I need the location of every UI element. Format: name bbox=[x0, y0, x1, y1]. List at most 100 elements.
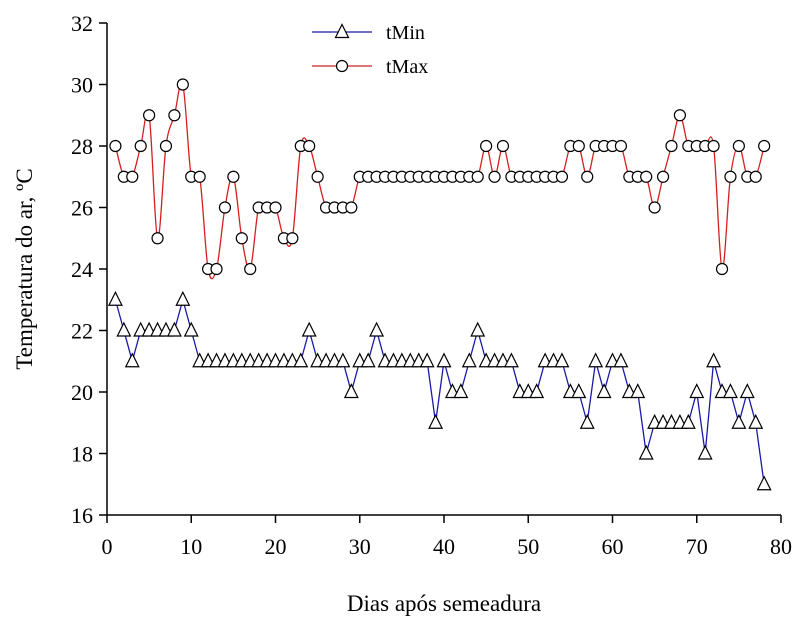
x-tick-label: 0 bbox=[102, 534, 113, 559]
data-point-tMin bbox=[706, 352, 722, 368]
series-line-tMin bbox=[114, 297, 765, 485]
data-point-tMin bbox=[697, 444, 713, 460]
series-tMax bbox=[109, 78, 771, 280]
y-tick-label: 20 bbox=[71, 380, 93, 405]
data-point-tMax bbox=[126, 170, 139, 183]
legend: tMin tMax bbox=[312, 22, 428, 78]
data-point-tMax bbox=[581, 170, 594, 183]
data-point-tMax bbox=[665, 139, 678, 153]
series-layer bbox=[107, 78, 772, 491]
data-point-tMax bbox=[471, 170, 484, 183]
data-point-tMin bbox=[503, 352, 519, 368]
data-point-tMin bbox=[453, 383, 469, 399]
data-point-tMax bbox=[311, 170, 324, 183]
data-point-tMax bbox=[244, 262, 257, 276]
y-tick-label: 22 bbox=[71, 319, 93, 344]
data-point-tMin bbox=[529, 383, 545, 399]
x-tick-label: 70 bbox=[686, 534, 708, 559]
data-point-tMax bbox=[159, 139, 173, 153]
data-point-tMax bbox=[286, 232, 299, 245]
data-point-tMin bbox=[183, 321, 199, 337]
data-point-tMax bbox=[143, 109, 156, 122]
data-point-tMin bbox=[124, 352, 140, 368]
y-tick-label: 16 bbox=[71, 503, 93, 528]
y-tick-label: 30 bbox=[71, 73, 93, 98]
data-point-tMin bbox=[748, 413, 764, 429]
y-tick-label: 26 bbox=[71, 196, 93, 221]
data-point-tMax bbox=[758, 139, 771, 153]
data-point-tMin bbox=[343, 383, 359, 399]
data-point-tMin bbox=[638, 444, 654, 460]
data-point-tMin bbox=[293, 352, 309, 368]
data-point-tMax bbox=[488, 170, 501, 183]
data-point-tMin bbox=[470, 321, 486, 337]
data-point-tMin bbox=[680, 413, 696, 429]
data-point-tMin bbox=[360, 352, 376, 368]
data-point-tMax bbox=[134, 139, 147, 153]
data-point-tMax bbox=[496, 139, 510, 153]
data-point-tMax bbox=[749, 170, 762, 183]
data-point-tMin bbox=[739, 383, 755, 399]
y-tick-label: 32 bbox=[71, 11, 93, 36]
data-point-tMin bbox=[722, 383, 738, 399]
data-point-tMax bbox=[673, 109, 687, 122]
data-point-tMax bbox=[732, 139, 745, 153]
y-tick-label: 18 bbox=[71, 442, 93, 467]
data-point-tMax bbox=[168, 109, 181, 122]
data-point-tMin bbox=[689, 383, 705, 399]
data-point-tMin bbox=[166, 321, 182, 337]
data-point-tMax bbox=[614, 139, 628, 153]
data-point-tMax bbox=[176, 78, 189, 91]
data-point-tMin bbox=[369, 321, 385, 337]
data-point-tMax bbox=[724, 170, 737, 183]
x-tick-label: 20 bbox=[265, 534, 287, 559]
data-point-tMin bbox=[301, 321, 317, 337]
data-point-tMax bbox=[707, 139, 720, 153]
data-point-tMax bbox=[648, 201, 661, 214]
legend-item-tMax: tMax bbox=[312, 56, 428, 78]
legend-item-tMin: tMin bbox=[312, 22, 425, 44]
data-point-tMax bbox=[303, 139, 316, 153]
x-tick-label: 40 bbox=[433, 534, 455, 559]
x-tick-label: 50 bbox=[517, 534, 539, 559]
data-point-tMin bbox=[731, 413, 747, 429]
legend-label-tMin: tMin bbox=[386, 22, 425, 44]
y-tick-label: 24 bbox=[71, 257, 93, 282]
data-point-tMax bbox=[640, 170, 653, 183]
data-point-tMin bbox=[461, 352, 477, 368]
data-point-tMax bbox=[715, 262, 729, 276]
data-point-tMax bbox=[227, 170, 240, 183]
x-tick-label: 60 bbox=[602, 534, 624, 559]
data-point-tMin bbox=[588, 352, 604, 368]
data-point-tMin bbox=[107, 290, 123, 306]
data-point-tMin bbox=[579, 413, 595, 429]
data-point-tMin bbox=[428, 413, 444, 429]
y-axis-title: Temperatura do ar, ºC bbox=[12, 168, 37, 369]
data-point-tMin bbox=[436, 352, 452, 368]
data-point-tMin bbox=[116, 321, 132, 337]
data-point-tMin bbox=[175, 290, 191, 306]
legend-marker-tMax bbox=[335, 59, 349, 73]
legend-marker-tMin bbox=[334, 23, 350, 39]
x-tick-label: 10 bbox=[180, 534, 202, 559]
data-point-tMax bbox=[210, 262, 223, 276]
data-point-tMin bbox=[613, 352, 629, 368]
data-point-tMax bbox=[555, 170, 569, 183]
x-tick-label: 30 bbox=[349, 534, 371, 559]
data-point-tMin bbox=[630, 383, 646, 399]
data-point-tMax bbox=[269, 201, 282, 214]
data-point-tMin bbox=[554, 352, 570, 368]
x-tick-label: 80 bbox=[770, 534, 792, 559]
data-point-tMax bbox=[151, 232, 164, 245]
data-point-tMin bbox=[756, 475, 772, 491]
data-point-tMin bbox=[571, 383, 587, 399]
data-point-tMax bbox=[656, 170, 670, 183]
x-axis-title: Dias após semeadura bbox=[347, 591, 541, 616]
data-point-tMax bbox=[193, 170, 206, 183]
plot-axes: 0 10 20 30 40 50 60 70 80 16 18 20 22 24 26 28 30 32 bbox=[71, 11, 792, 559]
data-point-tMax bbox=[572, 139, 585, 153]
data-point-tMax bbox=[480, 139, 493, 153]
data-point-tMax bbox=[218, 201, 232, 214]
y-tick-label: 28 bbox=[71, 134, 93, 159]
data-point-tMax bbox=[345, 201, 358, 214]
